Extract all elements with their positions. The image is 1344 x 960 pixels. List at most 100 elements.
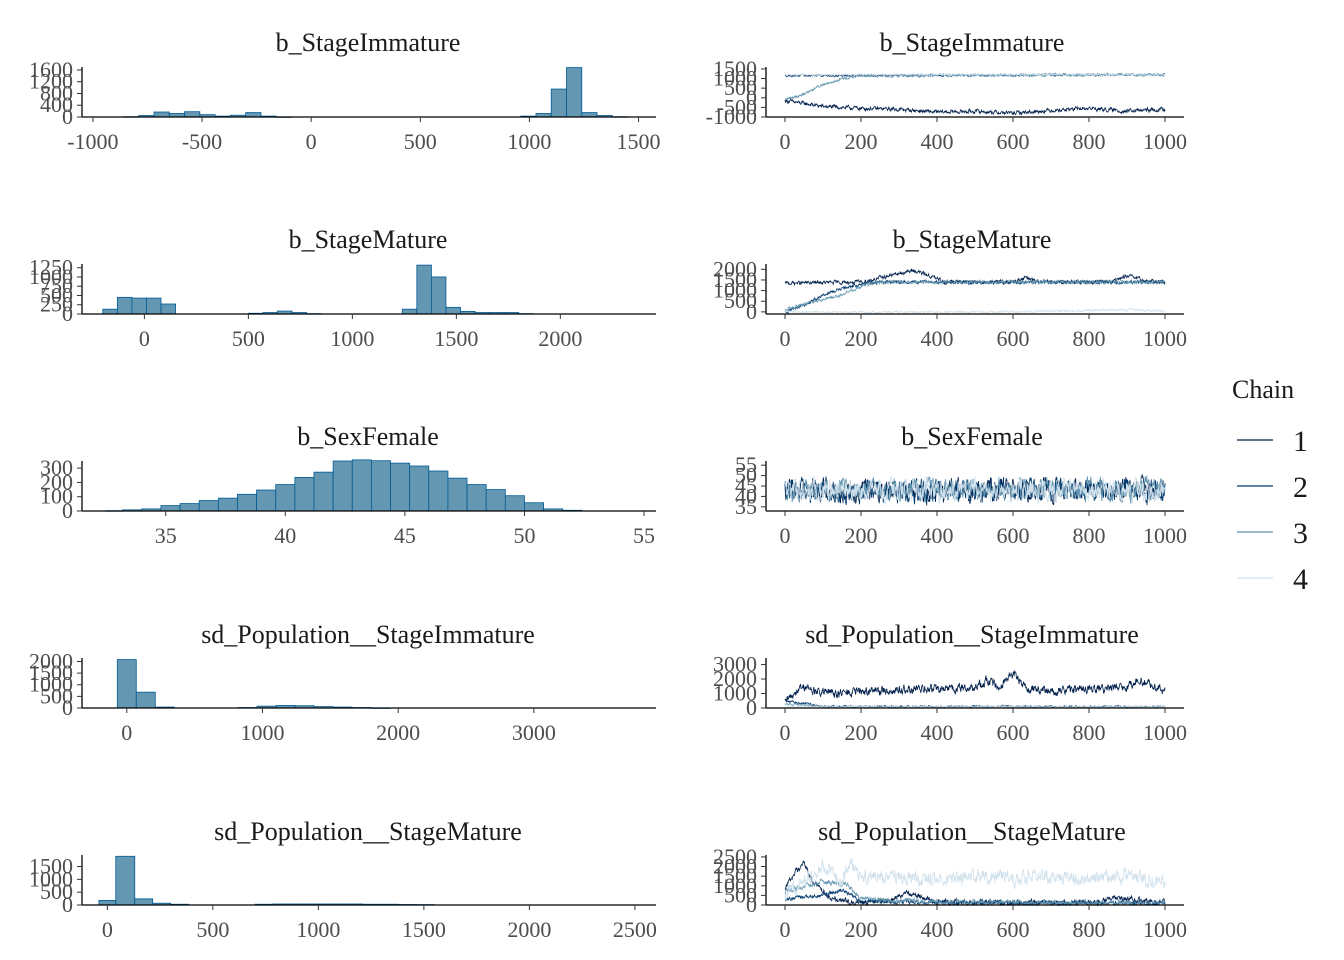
histogram-bar: [115, 855, 136, 906]
x-tick-label: 200: [845, 523, 878, 548]
histogram-bar: [485, 489, 506, 512]
y-tick-label: 1600: [29, 57, 73, 82]
panel-0: b_StageImmature-1000 -500 0 500 1000 15000400…: [29, 28, 661, 154]
x-tick-label: 40: [274, 523, 296, 548]
y-tick-label: 45: [735, 473, 757, 498]
legend-label-chain-1: 1: [1293, 425, 1308, 458]
y-tick-label: 300: [40, 455, 73, 480]
histogram-bar: [275, 484, 296, 512]
x-tick-label: 1000: [1143, 129, 1187, 154]
histogram-bar: [102, 308, 118, 315]
x-tick-label: 35: [155, 523, 177, 548]
y-tick-label: 0: [62, 301, 73, 326]
y-tick-label: -500: [717, 94, 757, 119]
histogram-bar: [134, 898, 154, 906]
trace-line-chain-1: [784, 669, 1166, 703]
y-tick-label: 250: [40, 292, 73, 317]
trace-line-chain-4: [784, 858, 1166, 901]
histogram-bar: [153, 111, 170, 118]
panel-title: b_StageImmature: [276, 28, 461, 57]
y-tick-label: 500: [40, 683, 73, 708]
x-tick-label: 500: [196, 917, 229, 942]
histogram-bar: [131, 297, 147, 315]
histogram-bar: [332, 460, 353, 512]
histogram-bar: [313, 471, 334, 512]
y-tick-label: -1000: [706, 104, 757, 129]
legend-label-chain-2: 2: [1293, 471, 1308, 504]
y-tick-label: 500: [40, 879, 73, 904]
y-tick-label: 1000: [713, 278, 757, 303]
y-tick-label: 100: [40, 484, 73, 509]
x-tick-label: 0: [306, 129, 317, 154]
x-tick-label: 400: [921, 326, 954, 351]
panel-title: b_SexFemale: [297, 422, 439, 451]
y-tick-label: 2500: [713, 844, 757, 869]
x-tick-label: 0: [102, 917, 113, 942]
y-tick-label: 2000: [29, 648, 73, 673]
trace-line-chain-3: [784, 279, 1166, 311]
histogram-bar: [256, 489, 277, 512]
x-tick-label: -500: [182, 129, 222, 154]
panel-title: b_StageMature: [289, 225, 448, 254]
y-tick-label: 1500: [713, 267, 757, 292]
y-tick-label: 1000: [29, 264, 73, 289]
y-tick-label: 1000: [713, 66, 757, 91]
x-tick-label: 1000: [330, 326, 374, 351]
trace-line-chain-4: [784, 476, 1166, 506]
histogram-bar: [198, 500, 219, 512]
x-tick-label: 600: [997, 326, 1030, 351]
y-tick-label: 3000: [713, 652, 757, 677]
x-tick-label: 1000: [1143, 720, 1187, 745]
x-tick-label: 400: [921, 917, 954, 942]
histogram-bar: [146, 297, 162, 315]
x-tick-label: 500: [404, 129, 437, 154]
x-tick-label: 1000: [1143, 523, 1187, 548]
y-tick-label: 1250: [29, 255, 73, 280]
trace-line-chain-4: [784, 73, 1166, 77]
x-tick-label: 0: [139, 326, 150, 351]
x-tick-label: 800: [1073, 326, 1106, 351]
histogram-bar: [550, 88, 567, 118]
trace-line-chain-3: [784, 878, 1166, 907]
y-tick-label: 1000: [713, 681, 757, 706]
x-tick-label: 2000: [538, 326, 582, 351]
x-tick-label: 400: [921, 523, 954, 548]
histogram-bar: [116, 296, 133, 315]
histogram-bar: [504, 495, 525, 512]
x-tick-label: 0: [780, 720, 791, 745]
x-tick-label: 0: [780, 523, 791, 548]
histogram-bar: [447, 477, 468, 512]
trace-line-chain-2: [784, 279, 1166, 314]
x-tick-label: 0: [780, 129, 791, 154]
y-tick-label: 1500: [29, 854, 73, 879]
histogram-bar: [430, 276, 447, 315]
x-tick-label: 1500: [402, 917, 446, 942]
x-tick-label: 600: [997, 720, 1030, 745]
panel-7: sd_Population__StageImmature 0 200 400 600 80…: [713, 620, 1187, 745]
x-tick-label: 0: [121, 720, 132, 745]
y-tick-label: 1000: [29, 672, 73, 697]
x-tick-label: 600: [997, 917, 1030, 942]
y-tick-label: 0: [62, 104, 73, 129]
x-tick-label: 600: [997, 129, 1030, 154]
histogram-bar: [416, 264, 432, 315]
x-tick-label: 1000: [507, 129, 551, 154]
x-tick-label: 200: [845, 129, 878, 154]
histogram-bar: [466, 484, 487, 512]
panel-title: sd_Population__StageMature: [214, 817, 522, 846]
histogram-bar: [294, 477, 315, 512]
histogram-bar: [160, 303, 176, 315]
x-tick-label: 3000: [512, 720, 556, 745]
panel-title: b_SexFemale: [901, 422, 1043, 451]
y-tick-label: 55: [735, 452, 757, 477]
trace-line-chain-3: [784, 72, 1166, 101]
trace-line-chain-1: [784, 98, 1166, 116]
y-tick-label: 500: [724, 882, 757, 907]
x-tick-label: 800: [1073, 129, 1106, 154]
chain-legend: Chain 1 2 3 4: [1232, 375, 1308, 596]
histogram-bar: [401, 308, 418, 315]
